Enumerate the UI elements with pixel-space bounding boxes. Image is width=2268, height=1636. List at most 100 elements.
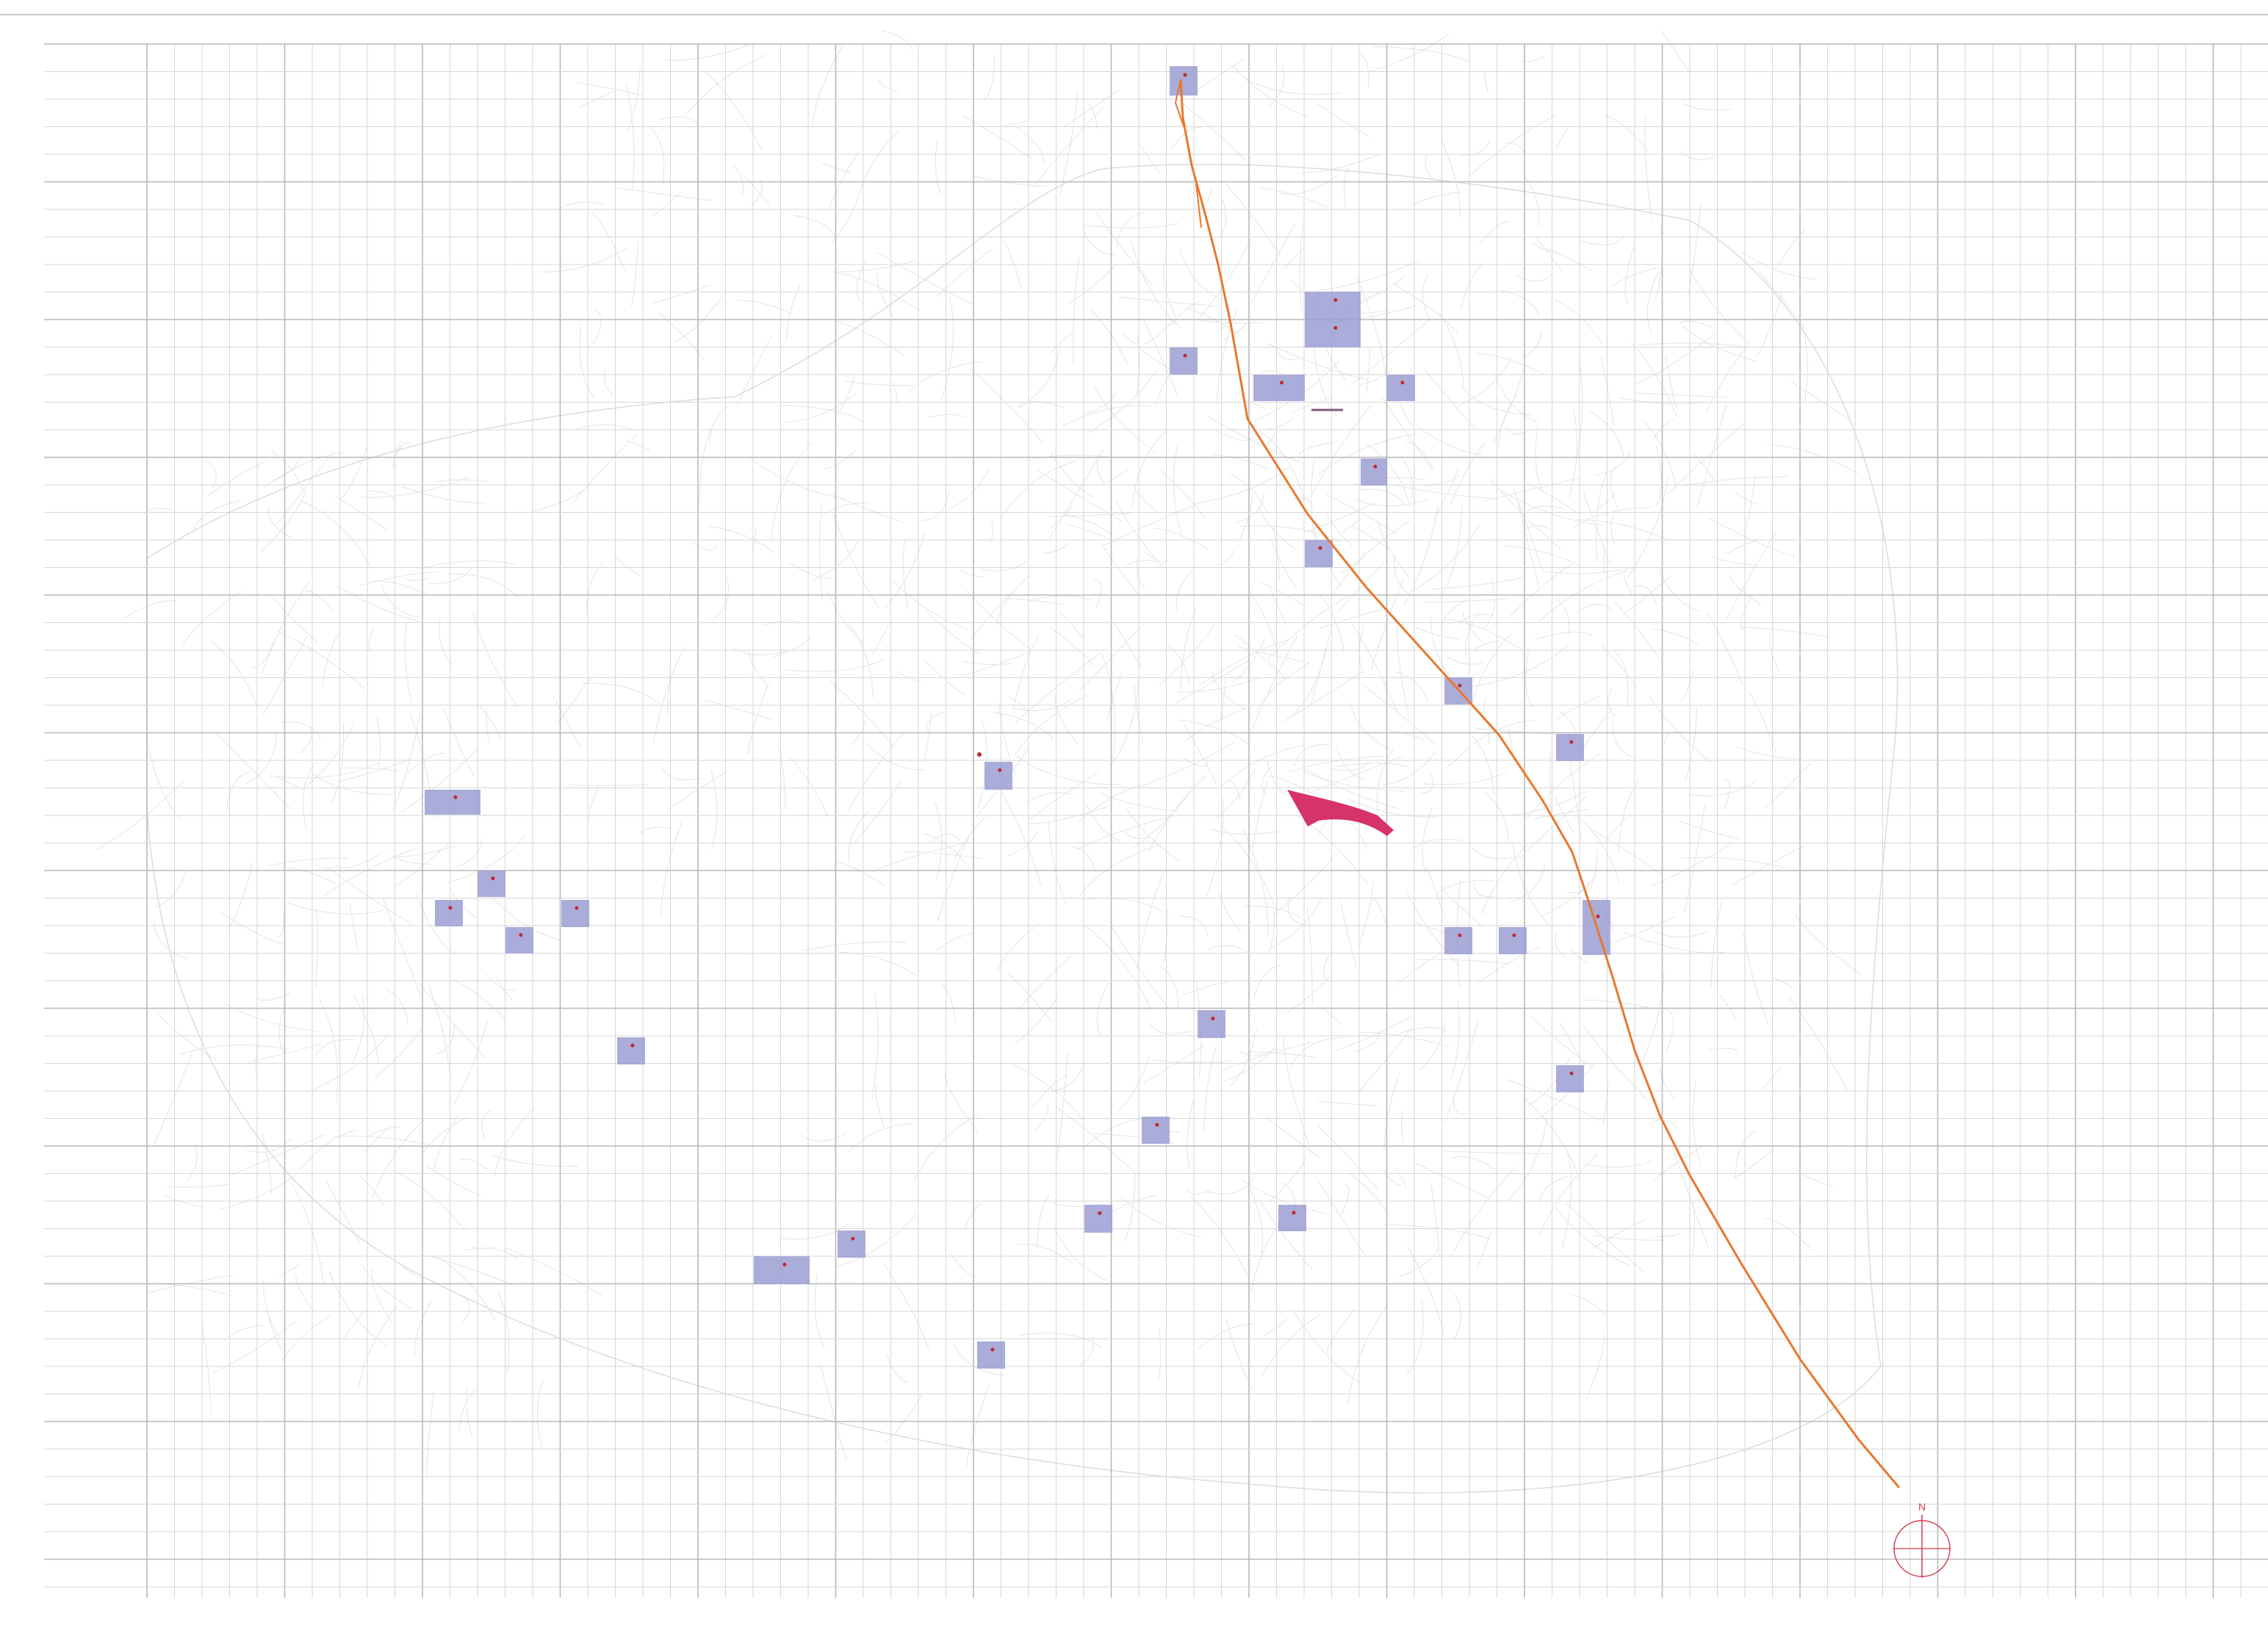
basemap-street xyxy=(1383,1073,1400,1151)
basemap-street xyxy=(1718,993,1737,1023)
basemap-street xyxy=(278,913,285,938)
basemap-street xyxy=(1710,898,1723,989)
basemap-street xyxy=(1339,518,1361,536)
basemap-street xyxy=(147,741,181,820)
route-line[interactable] xyxy=(1179,79,1901,1488)
basemap-street xyxy=(492,1155,578,1167)
basemap-street xyxy=(581,682,661,705)
highlighted-area-polygon[interactable] xyxy=(1287,790,1394,836)
basemap-street xyxy=(649,126,665,186)
basemap-street xyxy=(1358,625,1365,670)
basemap-street xyxy=(1078,785,1140,823)
basemap-street xyxy=(1526,1056,1572,1107)
basemap-street xyxy=(871,992,879,1100)
basemap-street xyxy=(843,381,915,386)
basemap-street xyxy=(281,721,321,740)
basemap-street xyxy=(920,490,949,522)
basemap-street xyxy=(1325,1308,1356,1354)
basemap-street xyxy=(591,211,626,272)
basemap-street xyxy=(1289,1037,1345,1068)
basemap-street xyxy=(1540,1175,1569,1203)
highlighted-grid-cell xyxy=(617,1037,645,1064)
basemap-street xyxy=(1139,741,1235,788)
basemap-street xyxy=(1219,893,1242,933)
basemap-street xyxy=(1660,1067,1675,1099)
basemap-street xyxy=(1682,857,1785,868)
basemap-street xyxy=(1073,256,1080,366)
basemap-street xyxy=(1422,273,1430,321)
basemap-street xyxy=(686,54,767,115)
basemap-street xyxy=(1315,259,1419,292)
basemap-street xyxy=(419,984,486,1058)
basemap-street xyxy=(692,542,716,551)
basemap-street xyxy=(1796,1170,1834,1188)
basemap-street xyxy=(1212,454,1270,470)
basemap-street xyxy=(335,496,388,530)
basemap-street xyxy=(393,845,458,857)
basemap-street xyxy=(156,1012,217,1060)
basemap-street xyxy=(1272,527,1280,581)
basemap-street xyxy=(1096,982,1110,1035)
basemap-street xyxy=(442,707,475,777)
basemap-street xyxy=(1583,492,1611,564)
basemap-street xyxy=(295,1275,315,1313)
basemap-street xyxy=(1229,1028,1257,1087)
cell-marker-dot xyxy=(1373,464,1378,469)
basemap-street xyxy=(1684,804,1706,912)
basemap-street xyxy=(1261,583,1306,608)
basemap-street xyxy=(1450,1156,1498,1172)
basemap-street xyxy=(536,1378,544,1449)
basemap-street xyxy=(1269,775,1314,795)
basemap-street xyxy=(338,757,412,782)
basemap-street xyxy=(163,1193,201,1208)
basemap-street xyxy=(1555,126,1569,148)
basemap-street xyxy=(1646,272,1659,335)
basemap-street xyxy=(406,752,445,775)
basemap-street xyxy=(1359,489,1406,505)
basemap-street xyxy=(1159,469,1206,520)
basemap-street xyxy=(1533,631,1592,641)
basemap-street xyxy=(267,1314,281,1338)
basemap-street xyxy=(1181,981,1229,996)
basemap-street xyxy=(271,450,304,493)
basemap-street xyxy=(1622,574,1633,596)
basemap-street xyxy=(785,660,883,672)
basemap-street xyxy=(1195,187,1212,214)
basemap-street xyxy=(1685,707,1697,782)
basemap-street xyxy=(1089,369,1158,433)
basemap-street xyxy=(1173,300,1200,325)
basemap-street xyxy=(1292,647,1328,716)
basemap-street xyxy=(1476,353,1544,375)
basemap-street xyxy=(405,577,430,581)
basemap-street xyxy=(1183,723,1217,785)
basemap-street xyxy=(1214,430,1253,442)
basemap-street xyxy=(790,563,833,579)
basemap-street xyxy=(281,868,335,884)
basemap-street xyxy=(1585,1334,1605,1399)
basemap-street xyxy=(96,781,183,850)
basemap-street xyxy=(1302,771,1405,792)
basemap-street xyxy=(1545,248,1593,272)
basemap-street xyxy=(1619,397,1704,405)
basemap-street xyxy=(1305,502,1375,533)
basemap-street xyxy=(1416,1163,1491,1199)
basemap-street xyxy=(950,1254,976,1277)
basemap-street xyxy=(1622,574,1672,616)
basemap-street xyxy=(1089,103,1098,129)
highlighted-grid-cell xyxy=(838,1230,865,1258)
cell-marker-dot xyxy=(1183,353,1187,358)
basemap-street xyxy=(871,842,971,873)
cell-marker-dot xyxy=(998,768,1002,772)
basemap-street xyxy=(481,1109,492,1139)
basemap-street xyxy=(1522,54,1547,62)
basemap-street xyxy=(1370,578,1404,671)
cell-marker-dot xyxy=(453,795,458,799)
basemap-street xyxy=(1483,71,1489,94)
basemap-street xyxy=(586,562,604,614)
basemap-street xyxy=(1120,1197,1202,1239)
basemap-street xyxy=(361,1265,412,1309)
highlighted-grid-cell xyxy=(1142,1117,1170,1144)
highlighted-grid-cell xyxy=(1278,1205,1306,1231)
basemap-street xyxy=(1325,494,1397,535)
